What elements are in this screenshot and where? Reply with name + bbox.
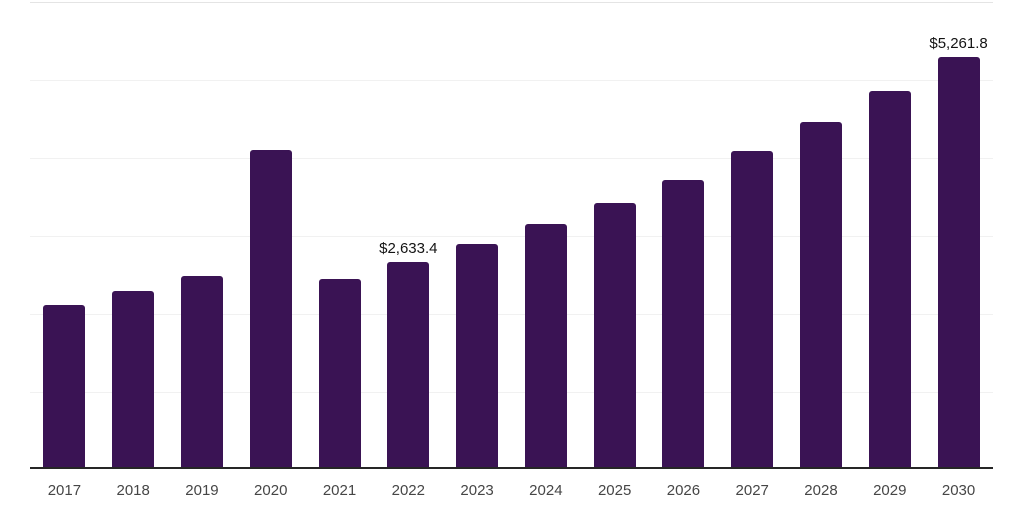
bar-slot-2017 xyxy=(30,2,99,467)
bar-2024 xyxy=(524,224,567,467)
bar-slot-2025 xyxy=(580,2,649,467)
bar-slot-2022: $2,633.4 xyxy=(374,2,443,467)
bar-slot-2021 xyxy=(305,2,374,467)
bar-2029 xyxy=(868,91,911,467)
x-tick-2018: 2018 xyxy=(116,482,150,499)
bar-slot-2020 xyxy=(236,2,305,467)
x-tick-2027: 2027 xyxy=(735,482,769,499)
x-tick-2019: 2019 xyxy=(185,482,219,499)
gridline-6000 xyxy=(30,2,993,3)
x-tick-2024: 2024 xyxy=(529,482,563,499)
bar-slot-2019 xyxy=(168,2,237,467)
x-tick-2022: 2022 xyxy=(391,482,425,499)
x-tick-2021: 2021 xyxy=(322,482,357,499)
bar-slot-2026 xyxy=(649,2,718,467)
gridline-5000 xyxy=(30,80,993,81)
gridline-3000 xyxy=(30,236,993,237)
value-label-2022: $2,633.4 xyxy=(379,240,438,257)
bar-2018 xyxy=(112,291,155,467)
plot-area: $2,633.4 $5,261.8 xyxy=(30,2,993,469)
x-tick-2023: 2023 xyxy=(460,482,494,499)
bars-region: $2,633.4 $5,261.8 xyxy=(30,2,993,467)
bar-2027 xyxy=(731,151,774,467)
bar-2019 xyxy=(180,276,223,467)
value-label-2030: $5,261.8 xyxy=(929,35,988,52)
bar-2026 xyxy=(662,180,705,467)
bar-2028 xyxy=(799,122,842,467)
bar-2022 xyxy=(387,262,430,467)
x-tick-2029: 2029 xyxy=(873,482,907,499)
bar-2020 xyxy=(249,150,292,467)
bar-slot-2023 xyxy=(443,2,512,467)
gridline-2000 xyxy=(30,314,993,315)
bar-slot-2027 xyxy=(718,2,787,467)
x-tick-2030: 2030 xyxy=(941,482,976,499)
x-axis-tick-labels: 2017 2018 2019 2020 2021 2022 2023 2024 2025 2026… xyxy=(30,483,993,498)
bar-slot-2018 xyxy=(99,2,168,467)
x-tick-2025: 2025 xyxy=(597,482,632,499)
bar-2017 xyxy=(43,305,86,467)
x-tick-2026: 2026 xyxy=(666,482,701,499)
x-axis-line xyxy=(30,467,993,469)
gridline-1000 xyxy=(30,392,993,393)
bar-2030 xyxy=(937,57,980,467)
x-tick-2017: 2017 xyxy=(47,482,82,499)
bar-slot-2030: $5,261.8 xyxy=(924,2,993,467)
bar-slot-2029 xyxy=(855,2,924,467)
bar-2021 xyxy=(318,279,361,467)
x-tick-2028: 2028 xyxy=(804,482,838,499)
bar-slot-2028 xyxy=(787,2,856,467)
x-tick-2020: 2020 xyxy=(254,482,288,499)
bar-2023 xyxy=(456,244,499,467)
gridline-4000 xyxy=(30,158,993,159)
bar-slot-2024 xyxy=(511,2,580,467)
bar-2025 xyxy=(593,203,636,467)
